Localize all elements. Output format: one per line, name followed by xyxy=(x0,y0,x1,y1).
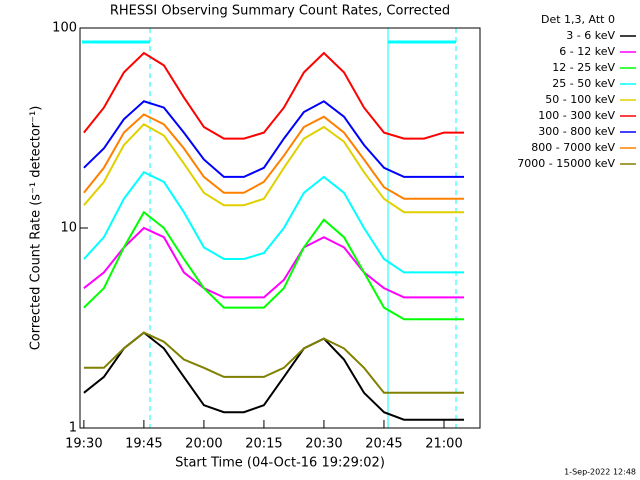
x-tick-label: 20:30 xyxy=(305,437,342,452)
legend-label: 800 - 7000 keV xyxy=(531,141,615,154)
series-line xyxy=(83,226,464,299)
legend-label: 7000 - 15000 keV xyxy=(517,157,615,170)
series-line xyxy=(83,123,464,214)
x-tick-label: 20:00 xyxy=(185,437,222,452)
x-tick-label: 20:15 xyxy=(245,437,282,452)
series-line xyxy=(83,100,464,178)
x-tick-label: 19:30 xyxy=(65,437,102,452)
series-line xyxy=(83,331,464,394)
x-tick-label: 20:45 xyxy=(365,437,402,452)
legend-label: 300 - 800 keV xyxy=(538,125,615,138)
legend-label: 50 - 100 keV xyxy=(545,93,615,106)
series-line xyxy=(83,113,464,200)
series-line xyxy=(83,170,464,274)
y-tick-label: 100 xyxy=(52,21,77,36)
series-line xyxy=(83,51,464,140)
series-line xyxy=(83,331,464,421)
plot-frame xyxy=(79,27,481,429)
series-line xyxy=(83,210,464,321)
legend-label: 3 - 6 keV xyxy=(566,29,615,42)
legend-label: 100 - 300 keV xyxy=(538,109,615,122)
legend-title: Det 1,3, Att 0 xyxy=(541,13,615,26)
x-tick-label: 19:45 xyxy=(125,437,162,452)
attenuator-markers xyxy=(82,28,457,428)
legend-label: 6 - 12 keV xyxy=(559,45,615,58)
y-axis-label: Corrected Count Rate (s⁻¹ detector⁻¹) xyxy=(29,106,44,351)
y-tick-label: 10 xyxy=(60,221,77,236)
legend-label: 12 - 25 keV xyxy=(552,61,615,74)
x-axis-label: Start Time (04-Oct-16 19:29:02) xyxy=(175,456,385,471)
chart-title: RHESSI Observing Summary Count Rates, Co… xyxy=(110,4,450,19)
y-tick-label: 1 xyxy=(69,421,77,436)
footer: 1-Sep-2022 12:48 xyxy=(564,468,636,477)
legend-label: 25 - 50 keV xyxy=(552,77,615,90)
x-tick-label: 21:00 xyxy=(425,437,462,452)
